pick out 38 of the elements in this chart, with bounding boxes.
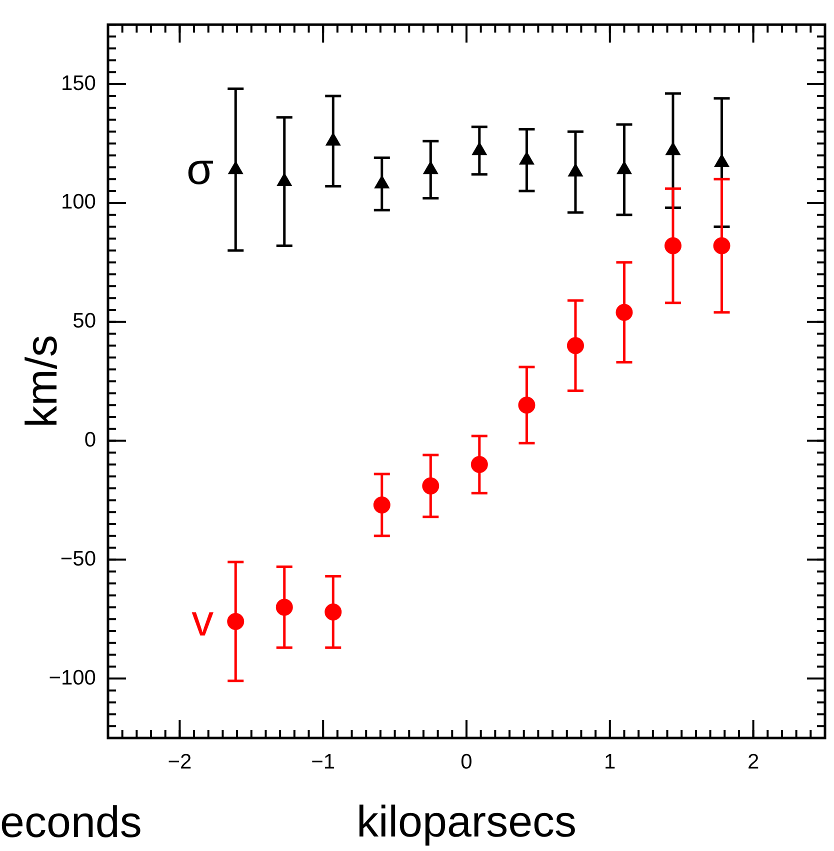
x-axis-title: kiloparsecs xyxy=(356,798,577,847)
x-tick-label: 0 xyxy=(460,750,472,774)
x-tick-label: −2 xyxy=(168,750,192,774)
point xyxy=(373,496,390,514)
point xyxy=(568,164,583,177)
series-label: v xyxy=(192,596,214,646)
point xyxy=(324,603,342,620)
point xyxy=(374,175,390,188)
point xyxy=(519,152,534,165)
point xyxy=(227,612,244,630)
y-tick-label: −50 xyxy=(60,547,96,570)
point xyxy=(518,396,536,414)
point xyxy=(422,477,440,494)
y-tick-label: 100 xyxy=(60,190,96,214)
point xyxy=(714,154,730,168)
x-tick-label: 2 xyxy=(747,750,760,774)
series-label: σ xyxy=(186,144,214,194)
x-tick-label: 1 xyxy=(604,750,616,774)
x-tick-label: −1 xyxy=(311,750,336,774)
point xyxy=(472,142,487,156)
point xyxy=(664,237,682,254)
text: econds xyxy=(0,798,142,848)
point xyxy=(616,304,633,321)
point xyxy=(326,132,341,146)
point xyxy=(666,142,680,156)
point xyxy=(276,598,293,616)
point xyxy=(713,237,730,254)
y-axis-title: km/s xyxy=(18,334,67,428)
y-tick-label: 0 xyxy=(84,428,96,452)
point xyxy=(470,456,488,474)
point xyxy=(228,161,244,174)
point xyxy=(276,173,292,186)
y-tick-label: 50 xyxy=(72,310,96,333)
y-tick-label: −100 xyxy=(48,666,96,690)
point xyxy=(616,161,632,174)
point xyxy=(566,337,584,354)
y-tick-label: 150 xyxy=(60,72,96,95)
point xyxy=(423,161,438,174)
